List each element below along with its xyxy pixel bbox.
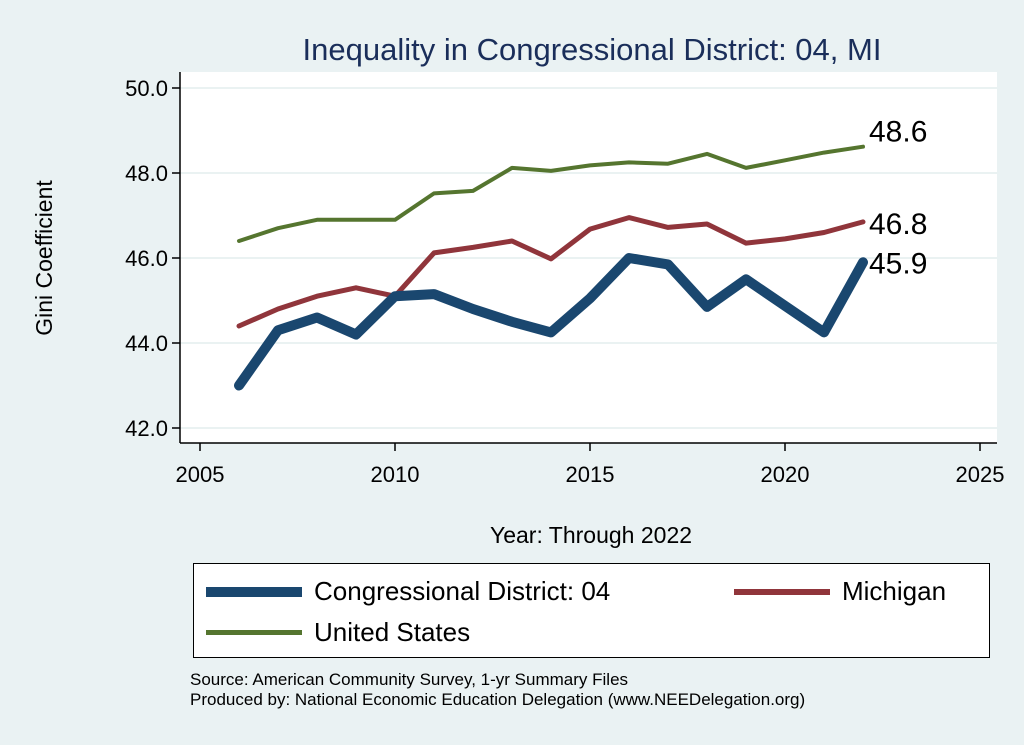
x-tick-label: 2015 bbox=[566, 462, 615, 487]
end-labels: 45.9 46.8 48.6 bbox=[869, 116, 927, 281]
end-label-michigan: 46.8 bbox=[869, 208, 927, 241]
series-line-district bbox=[234, 253, 868, 391]
y-axis-title: Gini Coefficient bbox=[31, 180, 57, 336]
y-tick-label: 48.0 bbox=[125, 161, 168, 186]
producer-note: Produced by: National Economic Education… bbox=[190, 690, 806, 709]
x-axis-title: Year: Through 2022 bbox=[490, 522, 692, 548]
y-tick-label: 50.0 bbox=[125, 76, 168, 101]
legend-label-united-states: United States bbox=[314, 617, 471, 647]
legend-swatch-district bbox=[206, 586, 302, 597]
end-label-united-states: 48.6 bbox=[869, 116, 927, 149]
x-tick-label: 2025 bbox=[956, 462, 1005, 487]
y-tick-label: 46.0 bbox=[125, 246, 168, 271]
axes: 42.0 44.0 46.0 48.0 50.0 2005 2010 2015 2020 2025 bbox=[125, 72, 1004, 487]
source-note: Source: American Community Survey, 1-yr … bbox=[190, 670, 629, 689]
y-tick-label: 44.0 bbox=[125, 331, 168, 356]
x-tick-label: 2010 bbox=[371, 462, 420, 487]
legend-item-district: Congressional District: 04 bbox=[206, 576, 610, 607]
chart-title: Inequality in Congressional District: 04… bbox=[303, 32, 882, 67]
series-line-michigan bbox=[236, 215, 866, 329]
x-tick-label: 2020 bbox=[761, 462, 810, 487]
legend-label-michigan: Michigan bbox=[842, 576, 947, 606]
series-layer bbox=[234, 144, 868, 391]
y-tick-label: 42.0 bbox=[125, 416, 168, 441]
legend-item-michigan: Michigan bbox=[734, 576, 946, 607]
end-label-district: 45.9 bbox=[869, 247, 927, 280]
legend-label-district: Congressional District: 04 bbox=[314, 576, 611, 606]
x-tick-label: 2005 bbox=[176, 462, 225, 487]
legend-item-united-states: United States bbox=[206, 617, 470, 648]
legend-swatch-michigan bbox=[734, 588, 830, 595]
legend-swatch-united-states bbox=[206, 630, 302, 635]
series-line-united-states bbox=[237, 144, 865, 243]
legend: Congressional District: 04 Michigan Unit… bbox=[193, 563, 990, 658]
